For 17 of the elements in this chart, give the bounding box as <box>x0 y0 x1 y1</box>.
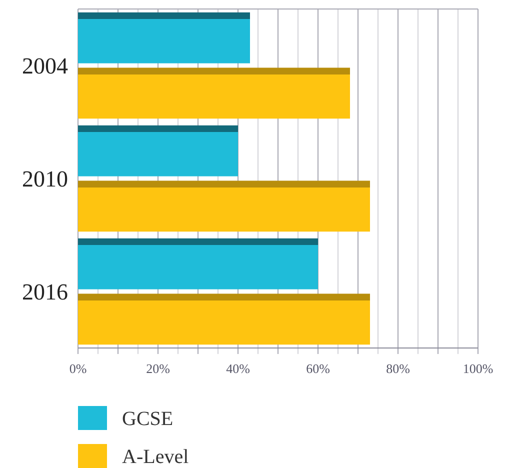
x-tick-label: 60% <box>306 361 330 376</box>
x-tick-label: 100% <box>462 361 494 376</box>
y-tick-label: 2016 <box>22 280 68 304</box>
bar <box>78 180 370 232</box>
y-tick-label: 2004 <box>22 54 68 78</box>
bar <box>78 238 318 290</box>
x-tick-label: 80% <box>386 361 410 376</box>
x-tick-label: 0% <box>69 361 87 376</box>
bar <box>78 68 350 119</box>
x-tick-label: 40% <box>226 361 250 376</box>
bar <box>78 125 238 176</box>
x-tick-label: 20% <box>146 361 170 376</box>
legend-label: A-Level <box>122 446 190 468</box>
y-tick-label: 2010 <box>22 166 68 192</box>
bar <box>78 12 250 64</box>
legend-label: GCSE <box>122 408 174 430</box>
bar <box>78 294 370 345</box>
